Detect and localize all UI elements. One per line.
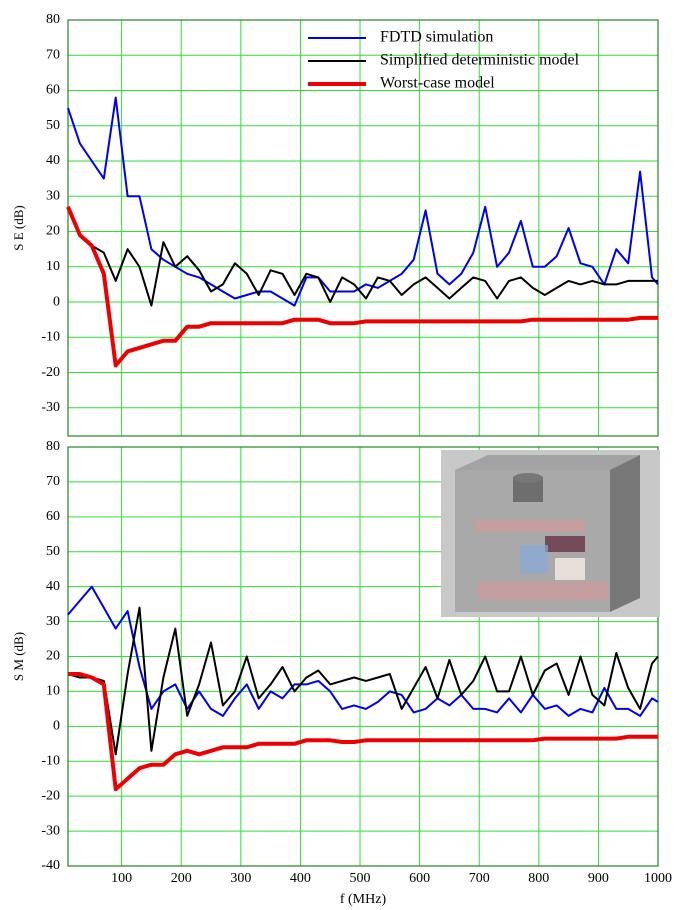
y-tick-label: 30 (46, 614, 60, 629)
x-tick-label: 400 (290, 871, 311, 886)
data-line (67, 96, 659, 307)
x-tick-label: 1000 (644, 871, 672, 886)
data-line (67, 606, 659, 756)
x-tick-label: 300 (230, 871, 251, 886)
y-tick-label: 30 (46, 188, 60, 203)
y-tick-label: 60 (46, 509, 60, 524)
y-axis-label: S M (dB) (11, 632, 26, 681)
x-tick-label: 600 (409, 871, 430, 886)
y-tick-label: 80 (46, 12, 60, 27)
x-tick-label: 800 (528, 871, 549, 886)
y-axis-label: S E (dB) (11, 205, 26, 251)
x-tick-label: 500 (350, 871, 371, 886)
x-tick-label: 900 (588, 871, 609, 886)
y-tick-label: -10 (41, 330, 60, 345)
y-tick-label: 10 (46, 684, 60, 699)
y-tick-label: 40 (46, 153, 60, 168)
y-tick-label: 10 (46, 259, 60, 274)
y-tick-label: 70 (46, 474, 60, 489)
data-line (66, 206, 658, 368)
y-tick-label: 0 (53, 719, 60, 734)
y-tick-label: -30 (41, 823, 60, 838)
y-tick-label: -20 (41, 365, 60, 380)
y-tick-label: 0 (53, 294, 60, 309)
y-tick-label: -30 (41, 400, 60, 415)
inset-model (441, 450, 660, 617)
y-tick-label: 20 (46, 649, 60, 664)
y-tick-label: 50 (46, 118, 60, 133)
plot-frame (67, 19, 659, 437)
legend-label: Simplified deterministic model (380, 52, 580, 69)
legend-label: Worst-case model (380, 75, 495, 92)
data-line (67, 585, 659, 717)
legend-label: FDTD simulation (380, 29, 493, 46)
x-tick-label: 700 (469, 871, 490, 886)
y-tick-label: -10 (41, 753, 60, 768)
y-tick-label: 40 (46, 579, 60, 594)
y-tick-label: 50 (46, 544, 60, 559)
x-axis-label: f (MHz) (340, 892, 387, 907)
y-tick-label: 70 (46, 47, 60, 62)
y-tick-label: 60 (46, 83, 60, 98)
data-line (68, 672, 658, 792)
x-tick-label: 100 (111, 871, 132, 886)
data-line (67, 206, 658, 307)
y-tick-label: -40 (41, 858, 60, 873)
y-tick-label: 80 (46, 439, 60, 454)
y-tick-label: -20 (41, 788, 60, 803)
y-tick-label: 20 (46, 224, 60, 239)
x-tick-label: 200 (171, 871, 192, 886)
